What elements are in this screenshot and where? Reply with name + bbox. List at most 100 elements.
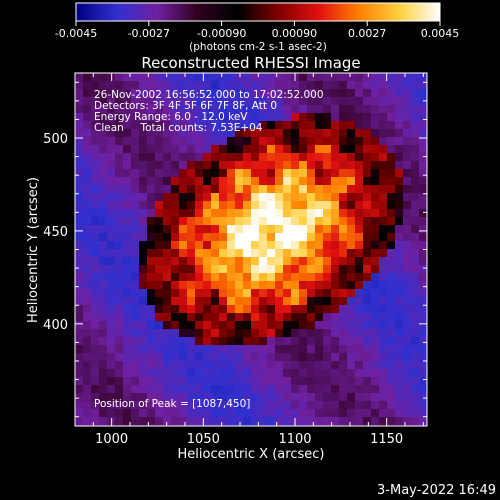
heatmap-cell <box>347 121 356 130</box>
heatmap-cell <box>371 153 380 162</box>
heatmap-cell <box>323 113 332 122</box>
heatmap-cell <box>91 273 100 282</box>
heatmap-cell <box>155 225 164 234</box>
heatmap-cell <box>179 281 188 290</box>
heatmap-cell <box>219 73 228 82</box>
heatmap-cell <box>347 273 356 282</box>
heatmap-cell <box>379 337 388 346</box>
heatmap-cell <box>219 113 228 122</box>
heatmap-cell <box>179 361 188 370</box>
heatmap-cell <box>267 97 276 106</box>
heatmap-cell <box>259 185 268 194</box>
heatmap-cell <box>323 169 332 178</box>
heatmap-cell <box>147 129 156 138</box>
heatmap-cell <box>355 393 364 402</box>
heatmap-cell <box>251 281 260 290</box>
heatmap-cell <box>123 345 132 354</box>
heatmap-cell <box>283 169 292 178</box>
heatmap-cell <box>203 385 212 394</box>
heatmap-cell <box>403 385 412 394</box>
heatmap-cell <box>291 129 300 138</box>
heatmap-cell <box>147 73 156 82</box>
heatmap-cell <box>339 161 348 170</box>
heatmap-cell <box>99 297 108 306</box>
heatmap-cell <box>227 241 236 250</box>
heatmap-cell <box>75 281 84 290</box>
heatmap-cell <box>227 193 236 202</box>
heatmap-cell <box>187 337 196 346</box>
heatmap-cell <box>395 153 404 162</box>
heatmap-cell <box>259 209 268 218</box>
x-tick-label: 1150 <box>370 432 403 447</box>
heatmap-cell <box>187 417 196 426</box>
heatmap-cell <box>419 185 427 194</box>
heatmap-cell <box>339 409 348 418</box>
heatmap-cell <box>139 161 148 170</box>
heatmap-cell <box>91 369 100 378</box>
heatmap-cell <box>155 249 164 258</box>
heatmap-cell <box>179 417 188 426</box>
heatmap-cell <box>275 257 284 266</box>
heatmap-cell <box>139 121 148 130</box>
heatmap-cell <box>107 121 116 130</box>
heatmap-cell <box>203 329 212 338</box>
heatmap-cell <box>179 297 188 306</box>
heatmap-cell <box>115 265 124 274</box>
heatmap-cell <box>235 97 244 106</box>
heatmap-cell <box>195 145 204 154</box>
heatmap-cell <box>347 233 356 242</box>
heatmap-cell <box>259 249 268 258</box>
heatmap-cell <box>259 89 268 98</box>
heatmap-cell <box>299 121 308 130</box>
heatmap-cell <box>299 401 308 410</box>
heatmap-cell <box>139 273 148 282</box>
heatmap-cell <box>419 209 427 218</box>
heatmap-cell <box>99 113 108 122</box>
heatmap-cell <box>251 337 260 346</box>
heatmap-cell <box>195 297 204 306</box>
heatmap-cell <box>219 321 228 330</box>
heatmap-cell <box>371 249 380 258</box>
heatmap-cell <box>299 209 308 218</box>
heatmap-cell <box>123 217 132 226</box>
timestamp: 3-May-2022 16:49 <box>377 483 496 498</box>
heatmap-cell <box>403 273 412 282</box>
heatmap-cell <box>171 177 180 186</box>
heatmap-cell <box>323 361 332 370</box>
heatmap-cell <box>251 249 260 258</box>
heatmap-cell <box>291 257 300 266</box>
heatmap-cell <box>411 305 420 314</box>
heatmap-cell <box>235 409 244 418</box>
heatmap-cell <box>347 409 356 418</box>
heatmap-cell <box>251 369 260 378</box>
heatmap-cell <box>155 313 164 322</box>
heatmap-cell <box>395 225 404 234</box>
heatmap-cell <box>283 201 292 210</box>
heatmap-cell <box>227 321 236 330</box>
heatmap-cell <box>243 345 252 354</box>
heatmap-cell <box>195 241 204 250</box>
y-tick-label: 450 <box>43 225 68 240</box>
heatmap-cell <box>243 257 252 266</box>
y-axis-label: Heliocentric Y (arcsec) <box>26 177 41 323</box>
heatmap-cell <box>299 129 308 138</box>
heatmap-cell <box>323 417 332 426</box>
heatmap-cell <box>139 129 148 138</box>
heatmap-cell <box>387 409 396 418</box>
heatmap-cell <box>115 401 124 410</box>
heatmap-cell <box>163 201 172 210</box>
heatmap-cell <box>195 73 204 82</box>
heatmap-cell <box>379 145 388 154</box>
heatmap-cell <box>155 113 164 122</box>
heatmap-cell <box>355 201 364 210</box>
heatmap-cell <box>387 145 396 154</box>
heatmap-cell <box>347 113 356 122</box>
heatmap-cell <box>259 129 268 138</box>
heatmap-cell <box>315 249 324 258</box>
heatmap-cell <box>195 97 204 106</box>
heatmap-cell <box>291 209 300 218</box>
heatmap-cell <box>371 281 380 290</box>
heatmap-cell <box>419 337 427 346</box>
heatmap-cell <box>283 257 292 266</box>
